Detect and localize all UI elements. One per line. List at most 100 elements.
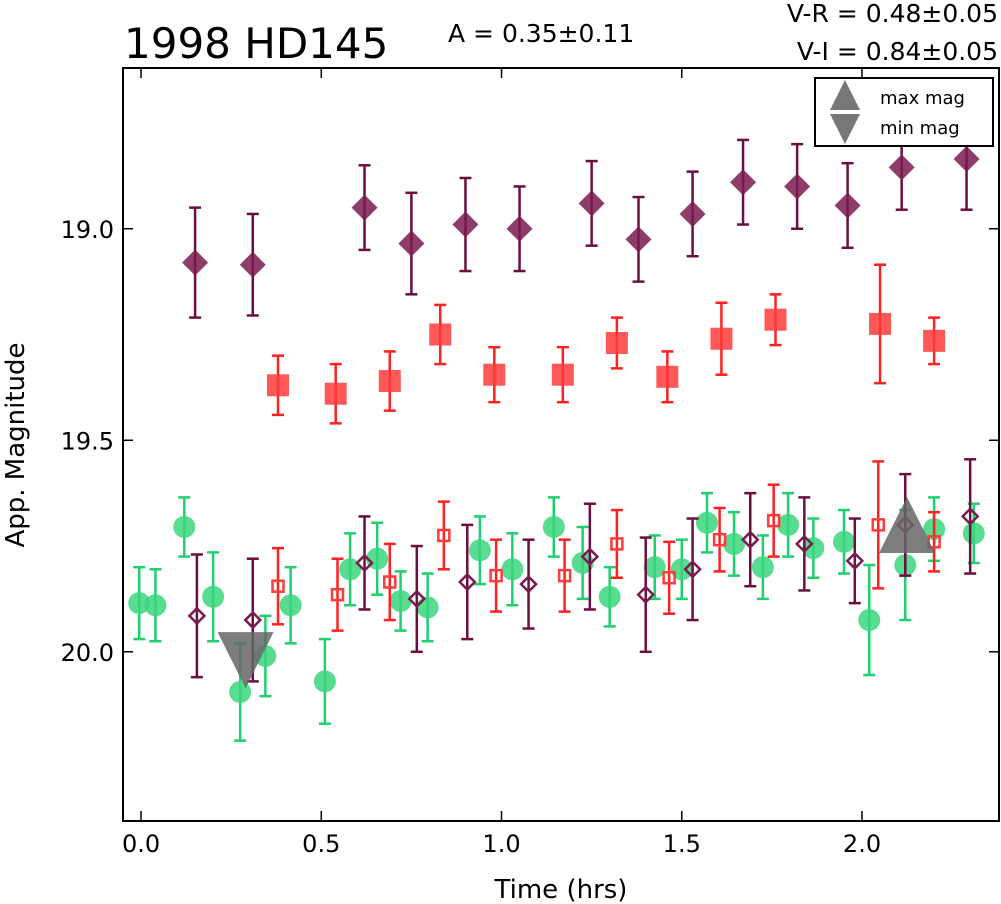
data-point-circle bbox=[279, 594, 302, 617]
x-tick-label: 0.5 bbox=[302, 830, 340, 858]
data-point-circle bbox=[802, 537, 825, 560]
amplitude-annotation: A = 0.35±0.11 bbox=[448, 19, 634, 48]
data-point-square bbox=[766, 513, 781, 528]
data-point-circle bbox=[670, 558, 693, 581]
data-point-circle bbox=[173, 515, 196, 538]
data-point-diamond bbox=[187, 606, 207, 626]
x-tick-label: 0.0 bbox=[122, 830, 160, 858]
legend-max-mag-label: max mag bbox=[880, 88, 965, 109]
data-point-diamond bbox=[834, 192, 861, 219]
data-point-square bbox=[383, 575, 397, 589]
color-vi-annotation: V-I = 0.84±0.05 bbox=[797, 37, 998, 66]
data-point-square bbox=[429, 323, 452, 346]
x-axis-label: Time (hrs) bbox=[494, 875, 628, 904]
chart-title: 1998 HD145 bbox=[124, 19, 388, 68]
data-point-circle bbox=[416, 596, 439, 619]
data-point-square bbox=[330, 587, 345, 602]
data-point-diamond bbox=[351, 194, 378, 221]
y-tick-label: 19.5 bbox=[61, 427, 114, 455]
data-point-square bbox=[764, 308, 787, 331]
data-point-circle bbox=[571, 551, 594, 574]
y-axis-label: App. Magnitude bbox=[1, 342, 31, 547]
data-point-circle bbox=[202, 585, 225, 608]
data-point-diamond bbox=[407, 589, 427, 609]
legend-max-mag-icon bbox=[830, 80, 860, 110]
data-point-square bbox=[610, 537, 624, 551]
data-point-square bbox=[551, 363, 574, 386]
data-point-circle bbox=[542, 515, 565, 538]
data-point-square bbox=[656, 365, 679, 388]
y-tick-label: 19.0 bbox=[61, 216, 114, 244]
data-point-circle bbox=[501, 558, 524, 581]
x-tick-label: 2.0 bbox=[843, 830, 881, 858]
data-point-square bbox=[378, 370, 401, 393]
data-point-circle bbox=[832, 530, 855, 553]
data-point-square bbox=[557, 568, 572, 583]
x-tick-label: 1.5 bbox=[663, 830, 701, 858]
data-point-diamond bbox=[580, 547, 600, 566]
data-point-circle bbox=[962, 522, 985, 545]
data-point-diamond bbox=[740, 530, 760, 549]
data-point-diamond bbox=[636, 585, 655, 604]
data-point-diamond bbox=[679, 200, 706, 227]
data-point-square bbox=[712, 532, 727, 547]
data-point-square bbox=[605, 331, 628, 354]
color-vr-annotation: V-R = 0.48±0.05 bbox=[787, 0, 998, 28]
data-point-diamond bbox=[243, 610, 263, 630]
data-point-diamond bbox=[625, 226, 652, 253]
data-point-circle bbox=[751, 556, 774, 579]
data-point-square bbox=[271, 579, 285, 593]
data-point-square bbox=[324, 382, 347, 405]
data-point-diamond bbox=[506, 215, 533, 242]
series-1 bbox=[267, 263, 946, 425]
data-point-circle bbox=[777, 513, 800, 536]
data-point-circle bbox=[858, 609, 881, 632]
data-point-diamond bbox=[683, 560, 702, 579]
series-4 bbox=[271, 460, 941, 632]
data-point-diamond bbox=[578, 190, 605, 217]
series-0 bbox=[182, 106, 980, 319]
data-point-circle bbox=[128, 592, 151, 615]
max-mag-marker bbox=[879, 496, 936, 553]
data-point-square bbox=[869, 312, 892, 335]
data-point-square bbox=[267, 374, 290, 397]
data-point-diamond bbox=[784, 173, 811, 200]
axis-ticks: 0.0 0.5 1.0 1.5 2.0 19.0 19.5 20.0 bbox=[61, 68, 999, 858]
data-point-circle bbox=[723, 532, 746, 555]
legend: max mag min mag bbox=[814, 77, 994, 147]
legend-min-mag-icon bbox=[830, 114, 860, 144]
min-mag-marker bbox=[217, 632, 274, 689]
data-point-circle bbox=[643, 556, 666, 579]
data-point-diamond bbox=[398, 230, 425, 257]
data-point-diamond bbox=[888, 154, 915, 181]
legend-min-mag-label: min mag bbox=[880, 118, 960, 139]
data-point-diamond bbox=[458, 572, 477, 592]
data-point-circle bbox=[696, 511, 718, 534]
data-point-square bbox=[483, 363, 506, 386]
data-point-square bbox=[710, 327, 733, 350]
data-point-square bbox=[662, 571, 676, 585]
data-point-square bbox=[871, 518, 885, 532]
series-2 bbox=[128, 491, 985, 742]
data-point-circle bbox=[339, 558, 362, 581]
data-point-square bbox=[923, 329, 946, 352]
x-tick-label: 1.0 bbox=[482, 830, 520, 858]
data-point-square bbox=[489, 568, 503, 583]
data-point-diamond bbox=[355, 553, 374, 573]
data-point-diamond bbox=[182, 249, 209, 276]
plot-frame bbox=[122, 67, 1000, 822]
data-point-circle bbox=[229, 680, 252, 703]
data-point-diamond bbox=[452, 211, 479, 238]
data-point-circle bbox=[389, 590, 412, 613]
data-point-diamond bbox=[953, 145, 980, 172]
data-point-circle bbox=[468, 539, 491, 562]
data-point-diamond bbox=[960, 507, 980, 526]
data-point-diamond bbox=[845, 551, 865, 571]
data-point-square bbox=[437, 528, 451, 543]
data-point-circle bbox=[313, 670, 336, 693]
data-point-circle bbox=[598, 585, 621, 608]
data-point-diamond bbox=[519, 574, 538, 594]
data-point-diamond bbox=[730, 169, 757, 196]
